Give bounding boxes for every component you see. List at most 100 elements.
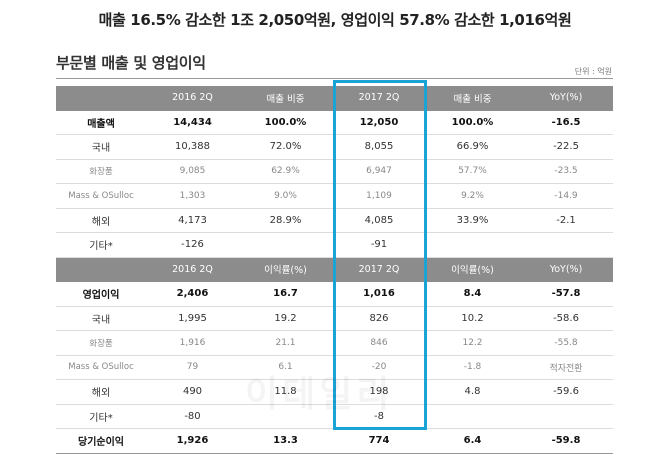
- table-cell: 6.1: [239, 355, 332, 380]
- header-cell: 이익률(%): [239, 257, 332, 282]
- table-row: 매출액 14,434 100.0% 12,050 100.0% -16.5: [56, 110, 613, 135]
- table-cell: -55.8: [519, 330, 613, 356]
- table-cell: 적자전환: [519, 355, 613, 380]
- table-cell: -14.9: [519, 183, 613, 209]
- table-cell: 846: [332, 330, 426, 356]
- table-cell: 12,050: [332, 110, 426, 135]
- table-row: 해외 490 11.8 198 4.8 -59.6: [56, 379, 613, 405]
- table-cell: 9,085: [146, 159, 239, 184]
- row-label: 매출액: [56, 110, 146, 135]
- revenue-header-row: 2016 2Q 매출 비중 2017 2Q 매출 비중 YoY(%): [56, 86, 613, 111]
- table-cell: 8,055: [332, 134, 426, 160]
- table-cell: 14,434: [146, 110, 239, 135]
- row-label: 화장품: [56, 330, 146, 356]
- header-cell: [56, 257, 146, 282]
- table-cell: -2.1: [519, 208, 613, 233]
- table-cell: -80: [146, 404, 239, 429]
- table-cell: -1.8: [426, 355, 519, 380]
- table-cell: 12.2: [426, 330, 519, 356]
- table-cell: 33.9%: [426, 208, 519, 233]
- header-cell: 2017 2Q: [332, 86, 426, 111]
- table-cell: 21.1: [239, 330, 332, 356]
- row-label: 기타*: [56, 232, 146, 258]
- header-cell: 2016 2Q: [146, 86, 239, 111]
- header-cell: 2017 2Q: [332, 257, 426, 282]
- table-cell: 9.0%: [239, 183, 332, 209]
- unit-label: 단위 : 억원: [574, 67, 612, 76]
- table-cell: 13.3: [239, 428, 332, 454]
- row-label: 당기순이익: [56, 428, 146, 454]
- table-cell: [426, 404, 519, 429]
- table-cell: 6.4: [426, 428, 519, 454]
- table-cell: 4,173: [146, 208, 239, 233]
- table-cell: -59.8: [519, 428, 613, 454]
- table-cell: -23.5: [519, 159, 613, 184]
- table-cell: 826: [332, 306, 426, 331]
- table-cell: 198: [332, 379, 426, 405]
- table-row: 화장품 1,916 21.1 846 12.2 -55.8: [56, 330, 613, 356]
- table-cell: -20: [332, 355, 426, 380]
- table-cell: 1,995: [146, 306, 239, 331]
- table-row: Mass & OSulloc 1,303 9.0% 1,109 9.2% -14.9: [56, 183, 613, 209]
- table-cell: -91: [332, 232, 426, 258]
- table-cell: 1,926: [146, 428, 239, 454]
- table-row: 화장품 9,085 62.9% 6,947 57.7% -23.5: [56, 159, 613, 184]
- table-cell: [519, 404, 613, 429]
- watermark: 이데일리: [245, 365, 393, 417]
- table-cell: [519, 232, 613, 258]
- table-cell: [239, 232, 332, 258]
- header-cell: 2016 2Q: [146, 257, 239, 282]
- table-cell: 4,085: [332, 208, 426, 233]
- table-cell: 1,016: [332, 281, 426, 307]
- table-cell: 100.0%: [426, 110, 519, 135]
- table-cell: -22.5: [519, 134, 613, 160]
- table-row: 기타* -80 -8: [56, 404, 613, 429]
- header-cell: YoY(%): [519, 257, 613, 282]
- table-cell: 774: [332, 428, 426, 454]
- table-cell: 28.9%: [239, 208, 332, 233]
- header-cell: YoY(%): [519, 86, 613, 111]
- table-cell: 6,947: [332, 159, 426, 184]
- row-label: 영업이익: [56, 281, 146, 307]
- table-cell: -57.8: [519, 281, 613, 307]
- table-cell: 490: [146, 379, 239, 405]
- row-label: 해외: [56, 208, 146, 233]
- segment-table: 2016 2Q 매출 비중 2017 2Q 매출 비중 YoY(%) 매출액 14,434 1…: [56, 86, 613, 454]
- table-cell: 10.2: [426, 306, 519, 331]
- table-cell: -58.6: [519, 306, 613, 331]
- headline: 매출 16.5% 감소한 1조 2,050억원, 영업이익 57.8% 감소한 …: [98, 11, 572, 29]
- table-cell: [426, 232, 519, 258]
- title-divider: [56, 78, 613, 79]
- table-cell: 10,388: [146, 134, 239, 160]
- table-cell: 100.0%: [239, 110, 332, 135]
- table-cell: 1,916: [146, 330, 239, 356]
- header-cell: 이익률(%): [426, 257, 519, 282]
- table-row: 기타* -126 -91: [56, 232, 613, 258]
- row-label: 기타*: [56, 404, 146, 429]
- row-label: 화장품: [56, 159, 146, 184]
- row-label: Mass & OSulloc: [56, 355, 146, 380]
- header-cell: [56, 86, 146, 111]
- section-title: 부문별 매출 및 영업이익: [56, 54, 206, 72]
- table-cell: 19.2: [239, 306, 332, 331]
- row-label: 국내: [56, 306, 146, 331]
- table-row: 국내 1,995 19.2 826 10.2 -58.6: [56, 306, 613, 331]
- table-cell: 1,303: [146, 183, 239, 209]
- header-cell: 매출 비중: [426, 86, 519, 111]
- table-cell: 16.7: [239, 281, 332, 307]
- table-row: 국내 10,388 72.0% 8,055 66.9% -22.5: [56, 134, 613, 160]
- table-cell: -16.5: [519, 110, 613, 135]
- row-label: 해외: [56, 379, 146, 405]
- table-cell: -59.6: [519, 379, 613, 405]
- table-row: Mass & OSulloc 79 6.1 -20 -1.8 적자전환: [56, 355, 613, 380]
- table-cell: 11.8: [239, 379, 332, 405]
- table-cell: [239, 404, 332, 429]
- row-label: 국내: [56, 134, 146, 160]
- table-cell: 62.9%: [239, 159, 332, 184]
- table-row: 당기순이익 1,926 13.3 774 6.4 -59.8: [56, 428, 613, 454]
- table-cell: 72.0%: [239, 134, 332, 160]
- table-cell: -126: [146, 232, 239, 258]
- table-cell: 57.7%: [426, 159, 519, 184]
- row-label: Mass & OSulloc: [56, 183, 146, 209]
- table-cell: 4.8: [426, 379, 519, 405]
